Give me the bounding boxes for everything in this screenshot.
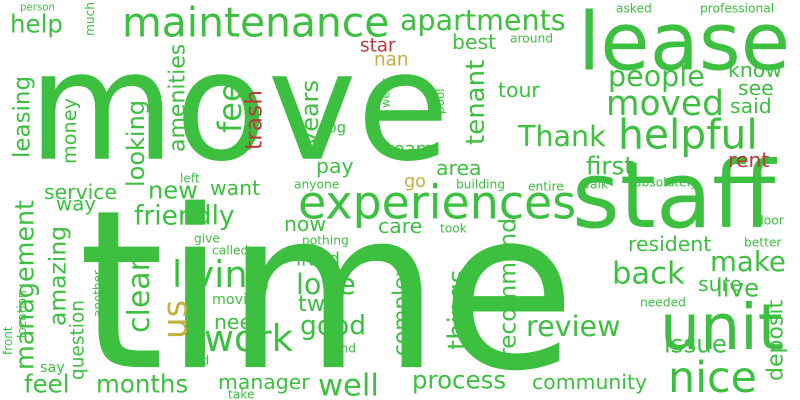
word-lease: lease bbox=[578, 0, 791, 89]
word-area: area bbox=[436, 156, 482, 181]
word-pay: pay bbox=[316, 154, 354, 179]
word-work: work bbox=[204, 316, 293, 360]
word-called: called bbox=[212, 242, 249, 258]
word-feel: feel bbox=[24, 369, 70, 399]
word-asked: asked bbox=[616, 0, 652, 16]
word-nan: nan bbox=[374, 48, 409, 70]
word-make: make bbox=[710, 245, 786, 278]
word-leasing: leasing bbox=[7, 75, 35, 158]
word-around: around bbox=[510, 30, 554, 46]
word-location: location bbox=[14, 290, 29, 338]
word-took: took bbox=[440, 220, 467, 236]
word-moving: moving bbox=[212, 290, 266, 308]
word-money: money bbox=[58, 98, 81, 164]
word-good: good bbox=[300, 309, 367, 341]
word-back: back bbox=[612, 255, 685, 292]
word-star: star bbox=[360, 34, 396, 56]
word-complex: complex bbox=[388, 264, 414, 356]
word-recommend: recommend bbox=[493, 218, 522, 358]
word-love: love bbox=[296, 267, 356, 301]
word-door: door bbox=[756, 212, 784, 228]
word-take: take bbox=[228, 386, 255, 400]
word-staff: staff bbox=[572, 141, 776, 250]
word-process: process bbox=[412, 365, 507, 395]
word-move: move bbox=[28, 18, 450, 196]
word-left: left bbox=[180, 170, 200, 186]
word-well: well bbox=[318, 367, 379, 400]
word-see: see bbox=[738, 76, 774, 101]
word-live: live bbox=[716, 273, 760, 303]
word-say: say bbox=[40, 358, 65, 376]
word-question: question bbox=[66, 299, 88, 380]
word-thank: Thank bbox=[518, 119, 606, 153]
word-team: team bbox=[386, 138, 434, 160]
word-way: way bbox=[56, 192, 97, 216]
word-years: years bbox=[295, 79, 324, 146]
word-looking: looking bbox=[121, 100, 150, 188]
word-sure: sure bbox=[698, 272, 743, 297]
word-week: week bbox=[378, 78, 393, 108]
word-months: months bbox=[96, 369, 189, 399]
word-entire: entire bbox=[528, 178, 564, 194]
word-person: person bbox=[20, 1, 55, 14]
word-community: community bbox=[532, 370, 648, 395]
word-want: want bbox=[210, 176, 261, 201]
word-review: review bbox=[526, 309, 621, 343]
word-trash: trash bbox=[239, 89, 268, 150]
word-issue: issue bbox=[664, 329, 727, 359]
word-tour: tour bbox=[498, 78, 540, 103]
word-best: best bbox=[452, 30, 497, 55]
word-anyone: anyone bbox=[294, 176, 340, 192]
word-clean: clean bbox=[121, 252, 157, 333]
word-give: give bbox=[194, 230, 220, 246]
word-nothing: nothing bbox=[302, 232, 349, 248]
word-said: said bbox=[730, 94, 772, 119]
word-dog: dog bbox=[318, 118, 347, 137]
word-walk: walk bbox=[580, 176, 609, 192]
word-need: need bbox=[214, 310, 265, 335]
word-friendly: friendly bbox=[134, 199, 235, 231]
word-service: service bbox=[44, 180, 118, 205]
word-living: living bbox=[172, 252, 271, 296]
word-much: much bbox=[82, 1, 98, 36]
word-care: care bbox=[378, 214, 423, 239]
word-resident: resident bbox=[628, 232, 712, 257]
word-apartments: apartments bbox=[400, 3, 566, 37]
word-deposit: deposit bbox=[762, 300, 788, 382]
word-amenities: amenities bbox=[164, 43, 190, 153]
word-people: people bbox=[608, 59, 705, 93]
word-find: find bbox=[186, 352, 210, 368]
word-go: go bbox=[404, 170, 426, 192]
word-rent: rent bbox=[728, 148, 770, 173]
word-two: two bbox=[298, 289, 339, 317]
word-know: know bbox=[728, 58, 782, 83]
word-things: things bbox=[441, 269, 473, 351]
word-kind: kind bbox=[330, 340, 357, 356]
word-experiences: experiences bbox=[298, 175, 577, 230]
word-nice: nice bbox=[668, 352, 757, 400]
word-lived: lived bbox=[296, 248, 341, 270]
word-moved: moved bbox=[606, 82, 724, 124]
word-now: now bbox=[284, 212, 327, 237]
word-another: another bbox=[90, 269, 105, 317]
word-first: first bbox=[586, 151, 634, 181]
word-better: better bbox=[744, 234, 782, 250]
word-us: us bbox=[154, 299, 195, 340]
word-management: management bbox=[9, 200, 40, 370]
word-time: time bbox=[78, 162, 576, 400]
word-front: front bbox=[0, 326, 15, 355]
word-professional: professional bbox=[700, 0, 775, 16]
word-tenant: tenant bbox=[459, 59, 491, 146]
word-building: building bbox=[456, 176, 506, 192]
word-unit: unit bbox=[660, 290, 783, 365]
word-maintenance: maintenance bbox=[122, 0, 390, 47]
word-needed: needed bbox=[640, 294, 686, 310]
word-new: new bbox=[148, 175, 198, 205]
word-manager: manager bbox=[218, 370, 310, 395]
word-help: help bbox=[10, 9, 63, 39]
word-helpful: helpful bbox=[618, 110, 758, 159]
word-absolutely: absolutely bbox=[634, 174, 698, 190]
word-pool: pool bbox=[432, 88, 447, 114]
